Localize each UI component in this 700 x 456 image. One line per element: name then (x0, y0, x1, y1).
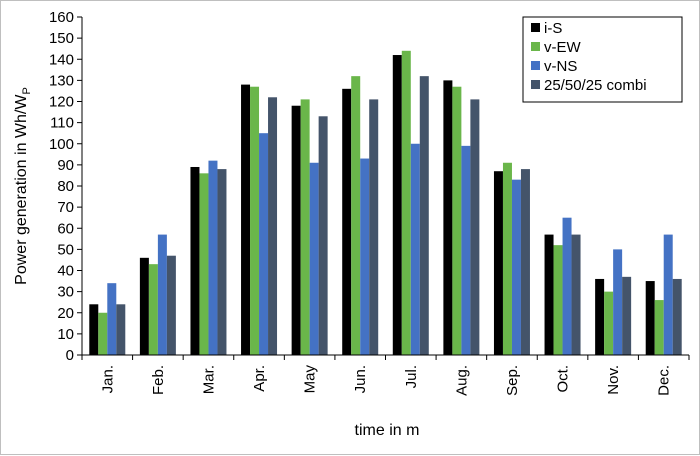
bar-1-1 (89, 304, 99, 355)
y-tick-label: 90 (57, 157, 74, 174)
bars-layer (89, 50, 682, 356)
bar-3-1 (107, 283, 117, 355)
bar-1-9 (493, 171, 503, 355)
bar-4-2 (166, 255, 176, 355)
y-tick-label: 40 (57, 263, 74, 280)
bar-1-7 (392, 55, 402, 355)
y-tick-label: 110 (50, 115, 74, 132)
bar-4-3 (217, 169, 227, 355)
bar-1-6 (342, 88, 352, 355)
bar-2-4 (250, 86, 260, 356)
bar-3-7 (410, 143, 420, 355)
x-tick-label: Oct. (555, 365, 572, 393)
bar-1-4 (241, 84, 251, 355)
bar-4-5 (318, 116, 328, 355)
bar-3-4 (259, 133, 269, 355)
bar-3-3 (208, 160, 218, 355)
y-axis-title-subscript: P (21, 87, 33, 94)
bar-2-6 (351, 76, 361, 356)
bar-3-6 (360, 158, 370, 355)
bar-1-11 (595, 278, 605, 355)
bar-2-12 (654, 300, 664, 355)
legend-label: v-NS (544, 58, 577, 75)
x-tick-label: Mar. (200, 365, 217, 394)
bar-3-11 (613, 249, 623, 356)
legend-label: i-S (544, 20, 562, 37)
x-tick-label: Nov. (605, 365, 622, 395)
x-tick-label: Apr. (251, 365, 268, 392)
y-tick-label: 100 (49, 136, 74, 153)
x-tick-label: Dec. (656, 365, 673, 396)
x-tick-label: Jul. (403, 365, 420, 388)
bar-4-6 (369, 99, 379, 355)
y-tick-label: 20 (57, 305, 74, 322)
bar-2-7 (401, 50, 411, 356)
bar-2-9 (502, 162, 512, 355)
y-tick-label: 160 (49, 9, 74, 26)
legend-swatch (531, 61, 540, 70)
y-tick-label: 60 (57, 220, 74, 237)
bar-4-8 (470, 99, 480, 355)
bar-3-5 (309, 162, 319, 355)
bar-2-5 (300, 99, 310, 355)
bar-2-10 (553, 245, 563, 355)
x-axis-title: time in m (355, 422, 420, 439)
bar-1-10 (544, 234, 554, 355)
ticks-layer: 0 10 20 30 40 50 60 70 80 90 100 110 120 130 140 150 160… (49, 9, 690, 396)
y-tick-label: 80 (57, 178, 74, 195)
y-tick-label: 140 (49, 51, 74, 68)
bar-3-2 (157, 234, 167, 355)
y-tick-label: 120 (49, 94, 74, 111)
y-tick-label: 30 (57, 284, 74, 301)
x-tick-label: Sep. (504, 365, 521, 396)
y-tick-label: 10 (57, 326, 74, 343)
bar-3-12 (663, 234, 673, 355)
bar-4-7 (419, 76, 429, 356)
bar-4-9 (520, 169, 530, 355)
bar-4-11 (622, 276, 632, 355)
legend-box (522, 16, 683, 103)
bar-1-12 (645, 281, 655, 355)
bar-2-3 (199, 173, 209, 355)
bar-1-8 (443, 80, 453, 356)
bar-4-12 (672, 278, 682, 355)
y-tick-label: 0 (66, 347, 74, 364)
bar-3-9 (511, 179, 521, 355)
legend-items: i-S v-EW v-NS 25/50/25 combi (531, 20, 647, 94)
bar-1-2 (139, 257, 149, 355)
x-tick-label: Feb. (150, 365, 167, 395)
bar-4-10 (571, 234, 581, 355)
x-tick-label: Jun. (352, 365, 369, 393)
y-tick-label: 150 (49, 30, 74, 47)
legend-swatch (531, 80, 540, 89)
bar-3-10 (562, 217, 572, 355)
legend-label: v-EW (544, 39, 582, 56)
y-axis-title-main: Power generation in Wh/W (13, 94, 30, 285)
legend-swatch (531, 23, 540, 32)
x-tick-label: May (302, 365, 319, 394)
bar-3-8 (461, 145, 471, 355)
legend: i-S v-EW v-NS 25/50/25 combi (522, 16, 683, 103)
bar-2-1 (98, 312, 108, 355)
x-tick-label: Aug. (453, 365, 470, 396)
y-tick-label: 130 (49, 72, 74, 89)
bar-1-3 (190, 166, 200, 355)
x-tick-label: Jan. (99, 365, 116, 393)
y-axis-title: Power generation in Wh/WP (13, 87, 33, 285)
y-tick-label: 50 (57, 241, 74, 258)
legend-label: 25/50/25 combi (544, 77, 647, 94)
bar-2-2 (148, 264, 158, 355)
y-tick-label: 70 (57, 199, 74, 216)
bar-4-1 (116, 304, 126, 355)
bar-2-8 (452, 86, 462, 356)
legend-swatch (531, 42, 540, 51)
bar-2-11 (604, 291, 614, 356)
bar-4-4 (268, 97, 278, 355)
bar-1-5 (291, 105, 301, 355)
